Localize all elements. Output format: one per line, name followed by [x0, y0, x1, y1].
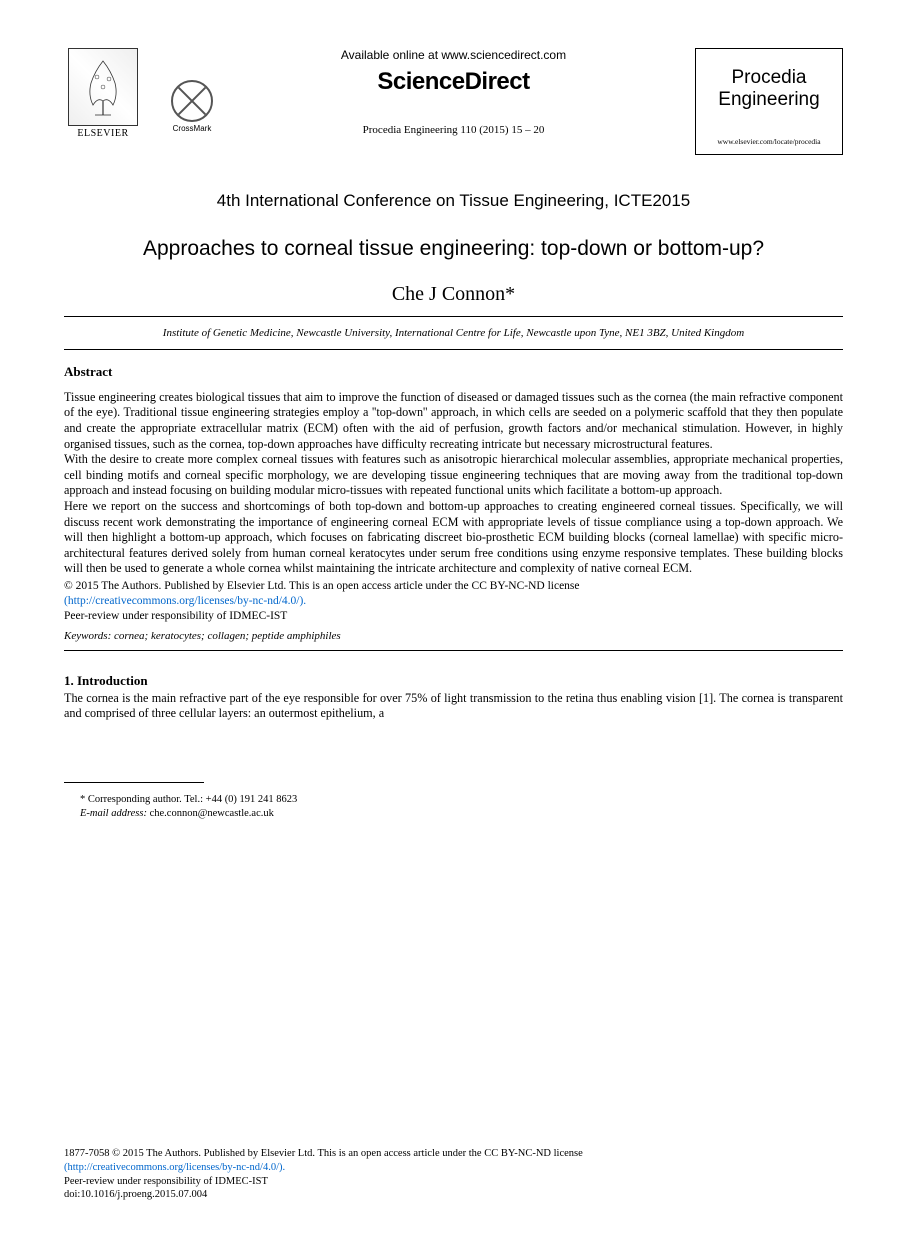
- elsevier-label: ELSEVIER: [77, 128, 128, 139]
- citation-line: Procedia Engineering 110 (2015) 15 – 20: [274, 124, 634, 136]
- keywords-label: Keywords:: [64, 630, 111, 642]
- conference-name: 4th International Conference on Tissue E…: [64, 191, 843, 211]
- abstract-heading: Abstract: [64, 364, 843, 380]
- copyright-block: © 2015 The Authors. Published by Elsevie…: [64, 579, 843, 624]
- journal-box: Procedia Engineering www.elsevier.com/lo…: [695, 48, 843, 155]
- author-email: che.connon@newcastle.ac.uk: [147, 808, 274, 819]
- copyright-line: © 2015 The Authors. Published by Elsevie…: [64, 580, 580, 592]
- affiliation-rule-top: [64, 316, 843, 317]
- elsevier-logo: ELSEVIER: [64, 48, 142, 139]
- peer-review-line: Peer-review under responsibility of IDME…: [64, 610, 287, 622]
- journal-url: www.elsevier.com/locate/procedia: [704, 137, 834, 146]
- keywords-rule: [64, 650, 843, 651]
- journal-name-line2: Engineering: [704, 89, 834, 111]
- abstract-paragraph-3: Here we report on the success and shortc…: [64, 499, 843, 577]
- corresponding-author-footnote: * Corresponding author. Tel.: +44 (0) 19…: [64, 793, 843, 821]
- header-center: Available online at www.sciencedirect.co…: [274, 48, 634, 136]
- sciencedirect-logo: ScienceDirect: [274, 68, 634, 96]
- available-online-text: Available online at www.sciencedirect.co…: [274, 48, 634, 62]
- corresponding-author-line: * Corresponding author. Tel.: +44 (0) 19…: [80, 793, 843, 807]
- crossmark-badge[interactable]: CrossMark: [166, 80, 218, 133]
- footer-doi: doi:10.1016/j.proeng.2015.07.004: [64, 1188, 843, 1202]
- crossmark-label: CrossMark: [173, 124, 212, 133]
- affiliation-rule-bottom: [64, 349, 843, 350]
- article-title: Approaches to corneal tissue engineering…: [64, 237, 843, 261]
- keywords-text: cornea; keratocytes; collagen; peptide a…: [111, 630, 340, 642]
- footer-peer-review: Peer-review under responsibility of IDME…: [64, 1175, 843, 1189]
- journal-name-line1: Procedia: [704, 67, 834, 89]
- header-left-logos: ELSEVIER CrossMark: [64, 48, 218, 139]
- abstract-section: Abstract Tissue engineering creates biol…: [64, 364, 843, 577]
- author-name: Che J Connon*: [64, 283, 843, 306]
- license-link[interactable]: (http://creativecommons.org/licenses/by-…: [64, 595, 306, 607]
- section-1-heading: 1. Introduction: [64, 673, 843, 689]
- email-label: E-mail address:: [80, 808, 147, 819]
- footer-license-link[interactable]: (http://creativecommons.org/licenses/by-…: [64, 1161, 843, 1175]
- author-affiliation: Institute of Genetic Medicine, Newcastle…: [64, 327, 843, 339]
- crossmark-icon: [171, 80, 213, 122]
- page-footer: 1877-7058 © 2015 The Authors. Published …: [64, 1147, 843, 1202]
- footnote-separator: [64, 782, 204, 783]
- footer-issn-line: 1877-7058 © 2015 The Authors. Published …: [64, 1147, 843, 1161]
- abstract-paragraph-1: Tissue engineering creates biological ti…: [64, 390, 843, 452]
- keywords-line: Keywords: cornea; keratocytes; collagen;…: [64, 630, 843, 642]
- abstract-paragraph-2: With the desire to create more complex c…: [64, 452, 843, 499]
- elsevier-tree-icon: [68, 48, 138, 126]
- section-1-paragraph: The cornea is the main refractive part o…: [64, 691, 843, 722]
- page-header: ELSEVIER CrossMark Available online at w…: [64, 48, 843, 155]
